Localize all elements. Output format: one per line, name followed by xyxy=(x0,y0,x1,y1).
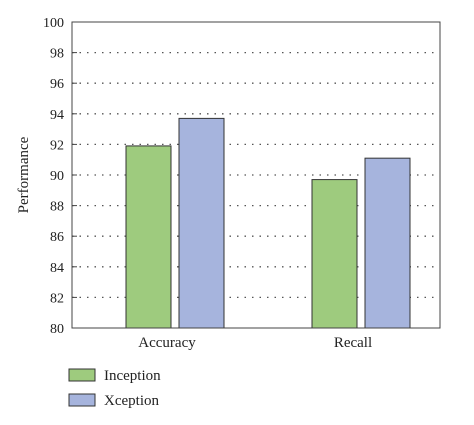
legend-swatch xyxy=(68,393,96,407)
legend-label: Inception xyxy=(104,368,161,384)
y-tick-label: 86 xyxy=(50,230,64,245)
y-tick-label: 88 xyxy=(50,200,64,215)
x-category-label: Accuracy xyxy=(138,335,196,351)
y-tick-label: 92 xyxy=(50,138,64,153)
bar-xception-accuracy xyxy=(178,117,225,329)
bar-inception-recall xyxy=(311,179,358,329)
x-category-label: Recall xyxy=(334,335,372,351)
y-axis-title: Performance xyxy=(16,136,32,213)
legend-label: Xception xyxy=(104,393,159,409)
y-tick-label: 100 xyxy=(43,16,64,31)
bar-inception-accuracy xyxy=(125,145,172,329)
y-tick-label: 84 xyxy=(50,261,64,276)
y-tick-label: 96 xyxy=(50,77,64,92)
y-axis-ticks: 80 82 84 86 88 90 92 94 96 98 100 xyxy=(43,16,77,337)
bars xyxy=(125,117,411,329)
x-axis-categories: Accuracy Recall xyxy=(138,335,372,351)
y-tick-label: 90 xyxy=(50,169,64,184)
legend: Inception Xception xyxy=(68,368,161,409)
y-tick-label: 80 xyxy=(50,322,64,337)
y-tick-label: 82 xyxy=(50,291,64,306)
legend-swatch xyxy=(68,368,96,382)
bar-xception-recall xyxy=(364,157,411,329)
y-tick-label: 98 xyxy=(50,47,64,62)
y-tick-label: 94 xyxy=(50,108,64,123)
